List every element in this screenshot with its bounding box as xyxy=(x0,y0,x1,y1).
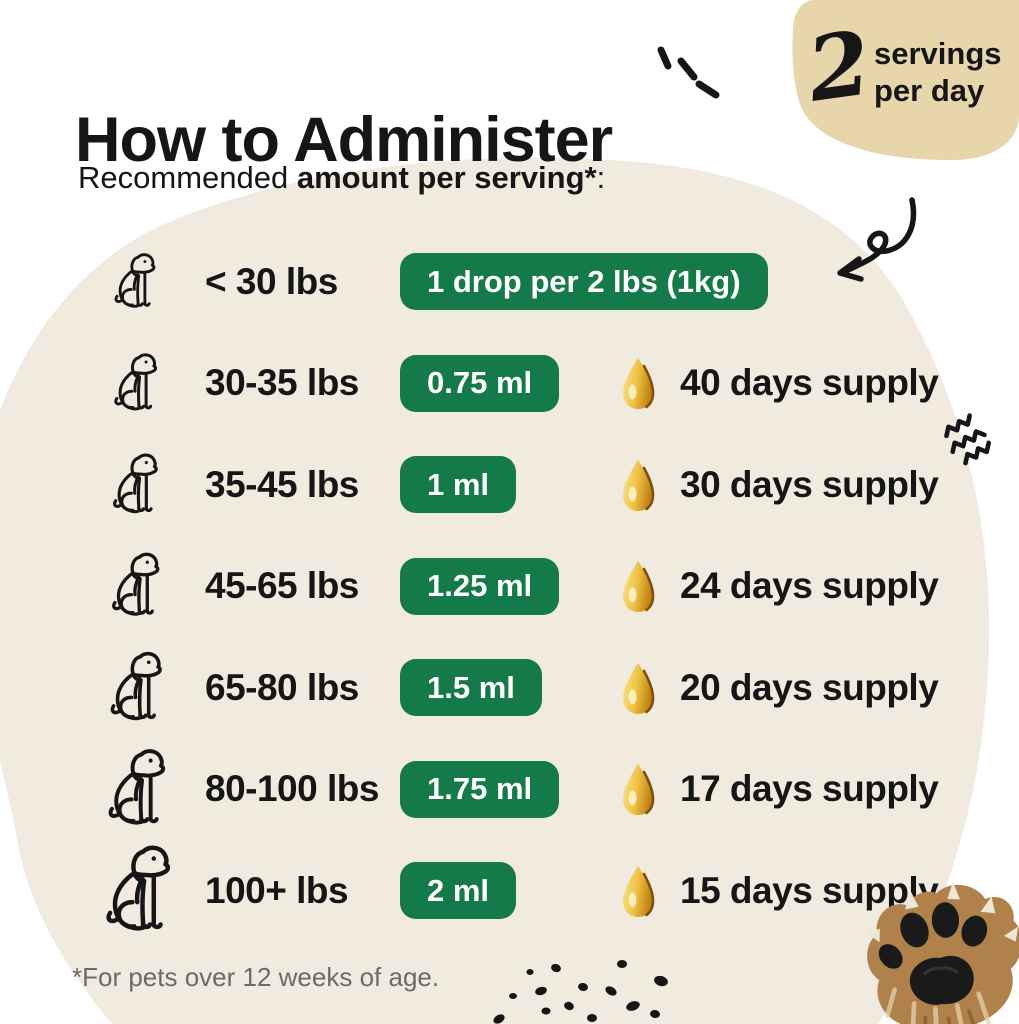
supply-label: 17 days supply xyxy=(680,768,939,810)
page-subtitle: Recommended amount per serving*: xyxy=(78,160,605,196)
dog-icon xyxy=(98,351,163,416)
dose-pill: 0.75 ml xyxy=(400,354,560,412)
oil-drop-cell xyxy=(612,457,664,513)
oil-drop-cell xyxy=(612,558,664,614)
dose-cell: 1 ml xyxy=(400,456,612,514)
weight-label: < 30 lbs xyxy=(205,260,338,302)
subtitle-suffix: : xyxy=(596,160,606,195)
scattered-dots-icon xyxy=(493,960,668,1024)
dose-cell: 0.75 ml xyxy=(400,354,612,412)
supply-label: 40 days supply xyxy=(680,362,939,404)
dog-paw-photo xyxy=(866,881,1019,1024)
dose-cell: 1.75 ml xyxy=(400,760,612,818)
oil-drop-cell xyxy=(612,355,664,411)
oil-drop-icon xyxy=(618,863,658,919)
weight-label: 65-80 lbs xyxy=(205,666,359,708)
oil-drop-icon xyxy=(618,457,658,513)
weight-label: 35-45 lbs xyxy=(205,463,359,505)
dog-icon-cell xyxy=(55,451,205,519)
dosage-row: < 30 lbs 1 drop per 2 lbs (1kg) xyxy=(55,231,985,333)
dose-pill: 1.25 ml xyxy=(400,557,560,615)
subtitle-bold: amount per serving* xyxy=(296,160,597,195)
oil-drop-icon xyxy=(618,761,658,817)
oil-drop-icon xyxy=(618,558,658,614)
dog-icon xyxy=(82,842,179,939)
weight-label: 30-35 lbs xyxy=(205,362,359,404)
dog-icon xyxy=(96,451,164,519)
dose-cell: 2 ml xyxy=(400,862,612,920)
dose-cell: 1.5 ml xyxy=(400,659,612,717)
dog-icon xyxy=(99,251,161,313)
weight-label: 80-100 lbs xyxy=(205,768,379,810)
servings-badge-blob xyxy=(792,0,1019,161)
servings-label-line1: servings xyxy=(874,36,1002,71)
dose-pill: 2 ml xyxy=(400,862,517,920)
oil-drop-icon xyxy=(618,660,658,716)
subtitle-regular: Recommended xyxy=(78,160,297,195)
servings-label-line2: per day xyxy=(874,72,985,108)
dog-icon-cell xyxy=(55,746,205,832)
dog-icon xyxy=(91,649,169,727)
dosage-row: 100+ lbs 2 ml 15 days supply xyxy=(55,840,985,942)
page-title: How to Administer xyxy=(75,105,613,176)
dose-cell: 1 drop per 2 lbs (1kg) xyxy=(400,253,768,311)
supply-label: 24 days supply xyxy=(680,565,939,607)
weight-label: 100+ lbs xyxy=(205,869,349,911)
weight-label: 45-65 lbs xyxy=(205,565,359,607)
dosage-row: 65-80 lbs 1.5 ml 20 days supply xyxy=(55,637,985,739)
dog-icon xyxy=(87,746,173,832)
dog-icon-cell xyxy=(55,351,205,416)
dosage-table: < 30 lbs 1 drop per 2 lbs (1kg) 30-35 lb… xyxy=(55,231,985,942)
servings-count: 2 xyxy=(801,10,877,122)
dog-icon-cell xyxy=(55,842,205,939)
dose-pill: 1.75 ml xyxy=(400,760,560,818)
dose-pill: 1 ml xyxy=(400,456,517,514)
dose-pill: 1.5 ml xyxy=(400,659,542,717)
dosage-row: 35-45 lbs 1 ml 30 days supply xyxy=(55,434,985,536)
dog-icon-cell xyxy=(55,550,205,622)
servings-label: servings per day xyxy=(874,36,1002,109)
supply-label: 20 days supply xyxy=(680,666,939,708)
oil-drop-cell xyxy=(612,863,664,919)
dog-icon-cell xyxy=(55,251,205,313)
oil-drop-cell xyxy=(612,660,664,716)
dog-icon-cell xyxy=(55,649,205,727)
dosage-row: 80-100 lbs 1.75 ml 17 days supply xyxy=(55,739,985,841)
dose-pill: 1 drop per 2 lbs (1kg) xyxy=(400,253,768,311)
footnote: *For pets over 12 weeks of age. xyxy=(72,962,440,992)
dog-icon xyxy=(94,550,166,622)
supply-label: 15 days supply xyxy=(680,869,939,911)
dose-cell: 1.25 ml xyxy=(400,557,612,615)
dosage-row: 30-35 lbs 0.75 ml 40 days supply xyxy=(55,333,985,435)
oil-drop-cell xyxy=(612,761,664,817)
supply-label: 30 days supply xyxy=(680,463,939,505)
dosage-row: 45-65 lbs 1.25 ml 24 days supply xyxy=(55,536,985,638)
oil-drop-icon xyxy=(618,355,658,411)
